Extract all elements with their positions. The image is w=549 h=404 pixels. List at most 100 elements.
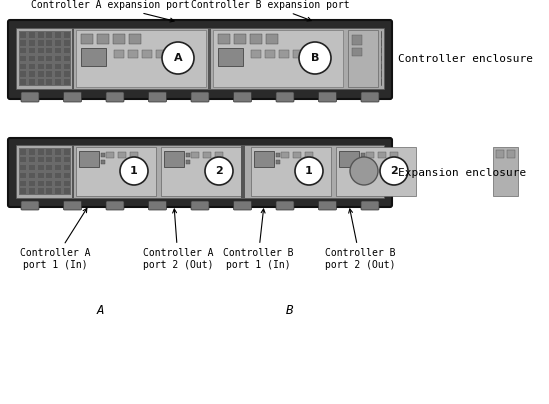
Bar — [29, 165, 35, 170]
Circle shape — [299, 42, 331, 74]
Bar — [352, 48, 362, 56]
Bar — [29, 181, 35, 186]
Bar — [29, 48, 35, 53]
Bar — [378, 152, 386, 158]
FancyBboxPatch shape — [8, 138, 392, 207]
Bar — [20, 40, 26, 46]
Bar — [293, 50, 303, 58]
Bar — [38, 32, 44, 38]
Bar — [38, 149, 44, 155]
FancyBboxPatch shape — [276, 92, 294, 102]
Text: 1: 1 — [305, 166, 313, 176]
Bar — [55, 63, 61, 69]
FancyBboxPatch shape — [148, 92, 166, 102]
Bar — [19, 31, 71, 86]
FancyBboxPatch shape — [318, 92, 337, 102]
Bar — [20, 165, 26, 170]
Text: 1: 1 — [130, 166, 138, 176]
Bar — [29, 72, 35, 77]
FancyBboxPatch shape — [106, 201, 124, 210]
Bar — [20, 181, 26, 186]
Bar — [218, 48, 243, 66]
Bar — [265, 50, 275, 58]
Bar — [46, 157, 52, 162]
Text: B: B — [286, 303, 294, 316]
Bar — [164, 151, 184, 167]
Bar — [38, 63, 44, 69]
Circle shape — [380, 157, 408, 185]
Bar — [307, 50, 317, 58]
Bar — [38, 48, 44, 53]
Bar — [361, 153, 365, 157]
Bar — [348, 30, 378, 87]
Bar — [118, 152, 126, 158]
Bar — [55, 165, 61, 170]
Bar — [213, 30, 343, 87]
Text: Controller A
port 1 (In): Controller A port 1 (In) — [20, 208, 90, 269]
Bar — [20, 188, 26, 194]
Bar — [336, 147, 416, 196]
Bar — [38, 188, 44, 194]
Text: Controller enclosure: Controller enclosure — [398, 55, 533, 65]
Bar — [241, 145, 245, 198]
Bar — [215, 152, 223, 158]
Bar — [339, 151, 359, 167]
Bar — [64, 149, 70, 155]
Bar — [64, 48, 70, 53]
Bar — [186, 160, 190, 164]
Bar — [20, 149, 26, 155]
Bar — [29, 32, 35, 38]
Bar — [64, 188, 70, 194]
Bar — [46, 79, 52, 85]
Bar — [55, 188, 61, 194]
Bar — [81, 34, 93, 44]
Bar — [20, 79, 26, 85]
Text: Expansion enclosure: Expansion enclosure — [398, 168, 526, 177]
Bar — [55, 72, 61, 77]
Bar — [46, 56, 52, 61]
Bar — [29, 79, 35, 85]
Bar — [251, 50, 261, 58]
Bar — [29, 63, 35, 69]
Bar — [493, 147, 518, 196]
Bar — [29, 40, 35, 46]
FancyBboxPatch shape — [8, 20, 392, 99]
Bar — [106, 152, 114, 158]
Bar — [55, 56, 61, 61]
Bar — [279, 50, 289, 58]
Text: Controller B
port 2 (Out): Controller B port 2 (Out) — [325, 209, 395, 269]
Bar — [46, 165, 52, 170]
Bar — [281, 152, 289, 158]
Bar — [46, 72, 52, 77]
Bar — [38, 157, 44, 162]
Circle shape — [162, 42, 194, 74]
Bar — [29, 56, 35, 61]
Bar — [29, 188, 35, 194]
Bar — [64, 40, 70, 46]
Circle shape — [120, 157, 148, 185]
Bar — [29, 173, 35, 178]
Bar — [38, 40, 44, 46]
FancyBboxPatch shape — [318, 201, 337, 210]
FancyBboxPatch shape — [106, 92, 124, 102]
Bar — [38, 72, 44, 77]
Bar — [38, 56, 44, 61]
Bar — [64, 165, 70, 170]
Bar — [46, 63, 52, 69]
Bar — [76, 30, 206, 87]
FancyBboxPatch shape — [233, 201, 251, 210]
Bar — [46, 32, 52, 38]
Bar — [234, 34, 246, 44]
Bar — [55, 173, 61, 178]
Bar — [186, 153, 190, 157]
Circle shape — [350, 157, 378, 185]
Bar — [55, 40, 61, 46]
Text: A: A — [96, 303, 104, 316]
Bar — [361, 160, 365, 164]
Bar — [20, 48, 26, 53]
FancyBboxPatch shape — [191, 92, 209, 102]
Bar — [64, 72, 70, 77]
Bar — [250, 34, 262, 44]
Bar — [156, 50, 166, 58]
Bar — [381, 31, 382, 86]
